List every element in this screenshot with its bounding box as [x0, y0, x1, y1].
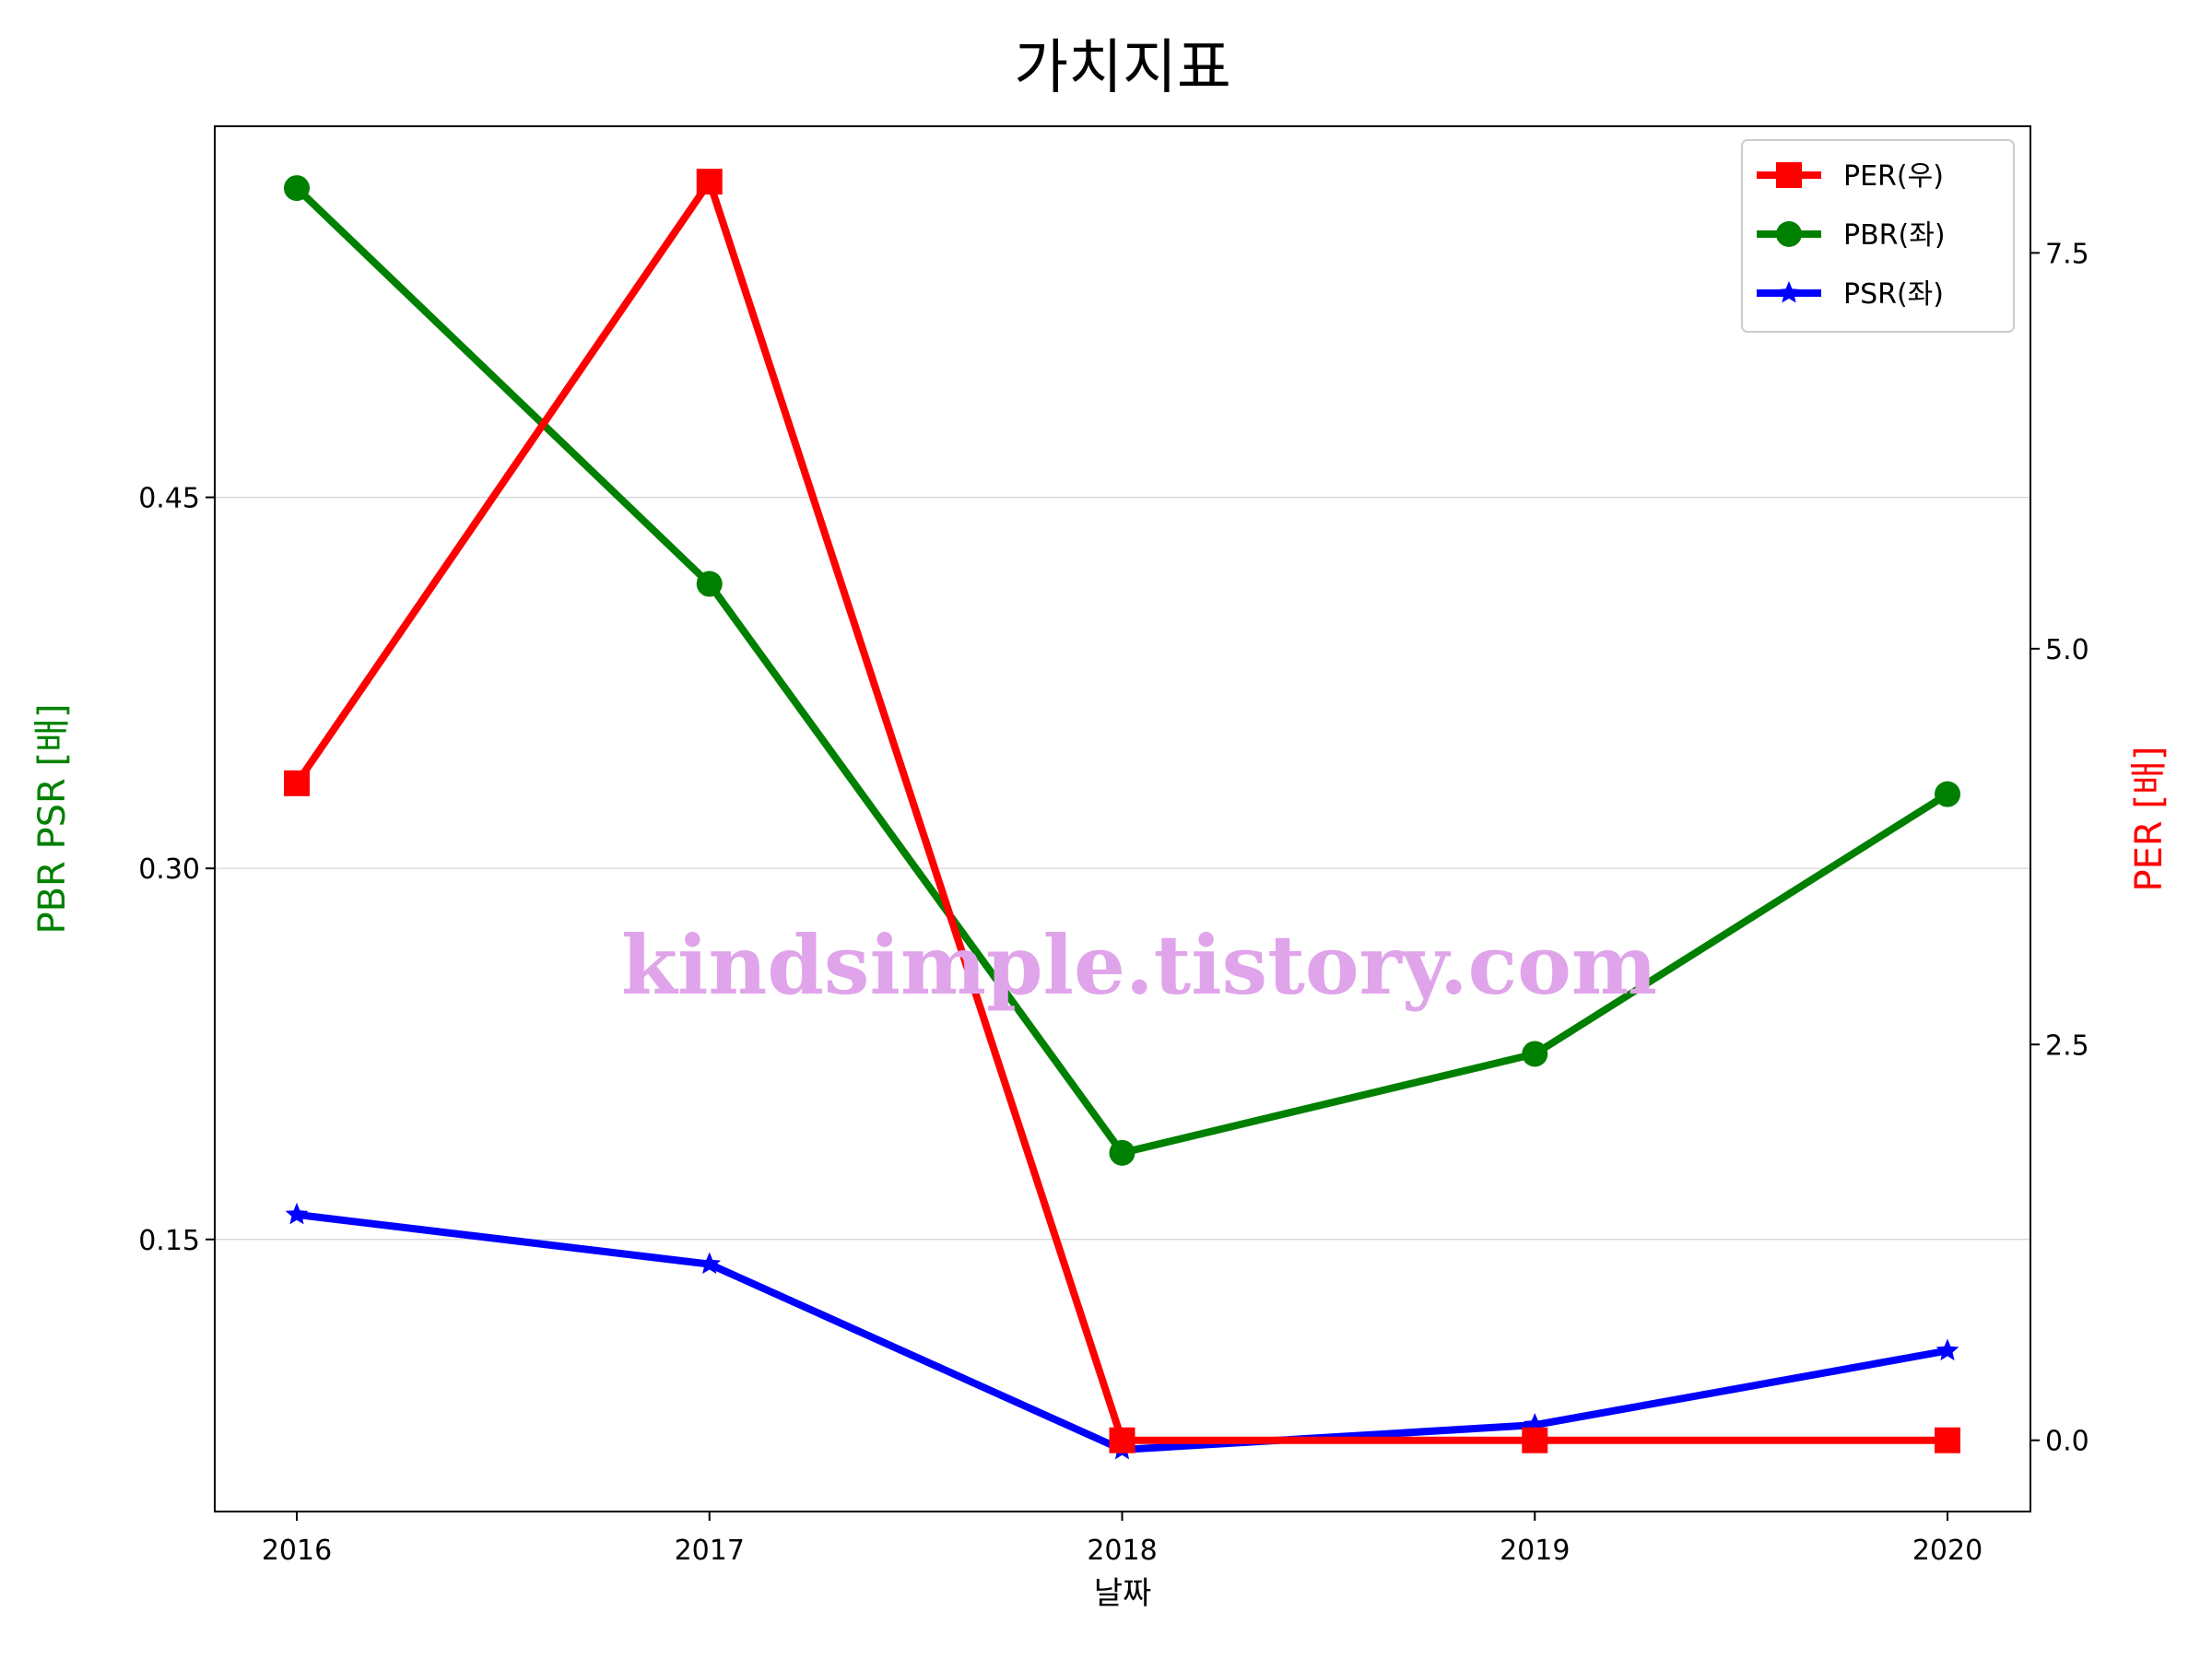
- x-tick-label: 2020: [1912, 1535, 1983, 1567]
- legend-label: PBR(좌): [1843, 219, 1946, 252]
- right-tick-label: 7.5: [2045, 238, 2089, 270]
- legend-item: PBR(좌): [1757, 219, 1946, 252]
- left-tick-label: 0.30: [138, 853, 200, 886]
- series-star-group: [285, 1202, 1959, 1460]
- legend-item: PER(우): [1757, 160, 1944, 193]
- data-point: [1109, 1139, 1135, 1166]
- data-point: [1935, 1427, 1960, 1453]
- right-tick-label: 2.5: [2045, 1030, 2089, 1062]
- left-tick-label: 0.15: [138, 1225, 200, 1257]
- legend-label: PSR(좌): [1843, 278, 1944, 311]
- data-point: [696, 169, 723, 195]
- x-tick-label: 2018: [1087, 1535, 1157, 1567]
- legend-label: PER(우): [1843, 160, 1944, 193]
- data-point: [696, 571, 723, 597]
- legend-item: PSR(좌): [1757, 278, 1944, 311]
- series-line: [293, 178, 1947, 1444]
- chart-title: 가치지표: [1014, 34, 1231, 102]
- series-line: [296, 1210, 1948, 1453]
- series-square-group: [284, 169, 1960, 1453]
- legend-box: [1741, 139, 2015, 333]
- series-lines: [284, 169, 1960, 1460]
- x-axis-ticks: 2016 2017 2018 2019 2020: [262, 1512, 1983, 1567]
- right-y-axis-label: PER [배]: [2128, 747, 2171, 892]
- x-tick-label: 2019: [1500, 1535, 1570, 1567]
- x-axis-label: 날짜: [1094, 1575, 1152, 1612]
- left-y-axis-label: PBR PSR [배]: [31, 703, 74, 934]
- right-y-axis-ticks: 0.0 2.5 5.0 7.5: [2030, 238, 2089, 1458]
- x-tick-label: 2016: [262, 1535, 332, 1567]
- data-point: [1935, 781, 1960, 807]
- data-point: [284, 175, 310, 202]
- data-point: [1522, 1041, 1548, 1067]
- legend-swatch-marker: [1777, 281, 1801, 303]
- data-point: [284, 770, 310, 796]
- right-tick-label: 5.0: [2045, 634, 2089, 666]
- data-point: [1109, 1427, 1135, 1453]
- watermark-text: kindsimple.tistory.com: [621, 917, 1657, 1013]
- data-point: [698, 1252, 722, 1275]
- plot-area-frame: [214, 125, 2031, 1512]
- left-tick-label: 0.45: [138, 483, 200, 515]
- data-point: [1936, 1338, 1959, 1361]
- data-point: [1522, 1427, 1548, 1453]
- legend: PER(우) PBR(좌) PSR(좌): [1741, 139, 2015, 333]
- legend-swatch-marker: [1776, 221, 1802, 247]
- gridlines: [215, 496, 2030, 1241]
- left-y-axis-ticks: 0.15 0.30 0.45: [138, 483, 215, 1257]
- legend-swatch-marker: [1776, 162, 1802, 188]
- x-tick-label: 2017: [675, 1535, 745, 1567]
- series-circle-group: [284, 175, 1960, 1166]
- data-point: [285, 1202, 309, 1225]
- right-tick-label: 0.0: [2045, 1426, 2089, 1458]
